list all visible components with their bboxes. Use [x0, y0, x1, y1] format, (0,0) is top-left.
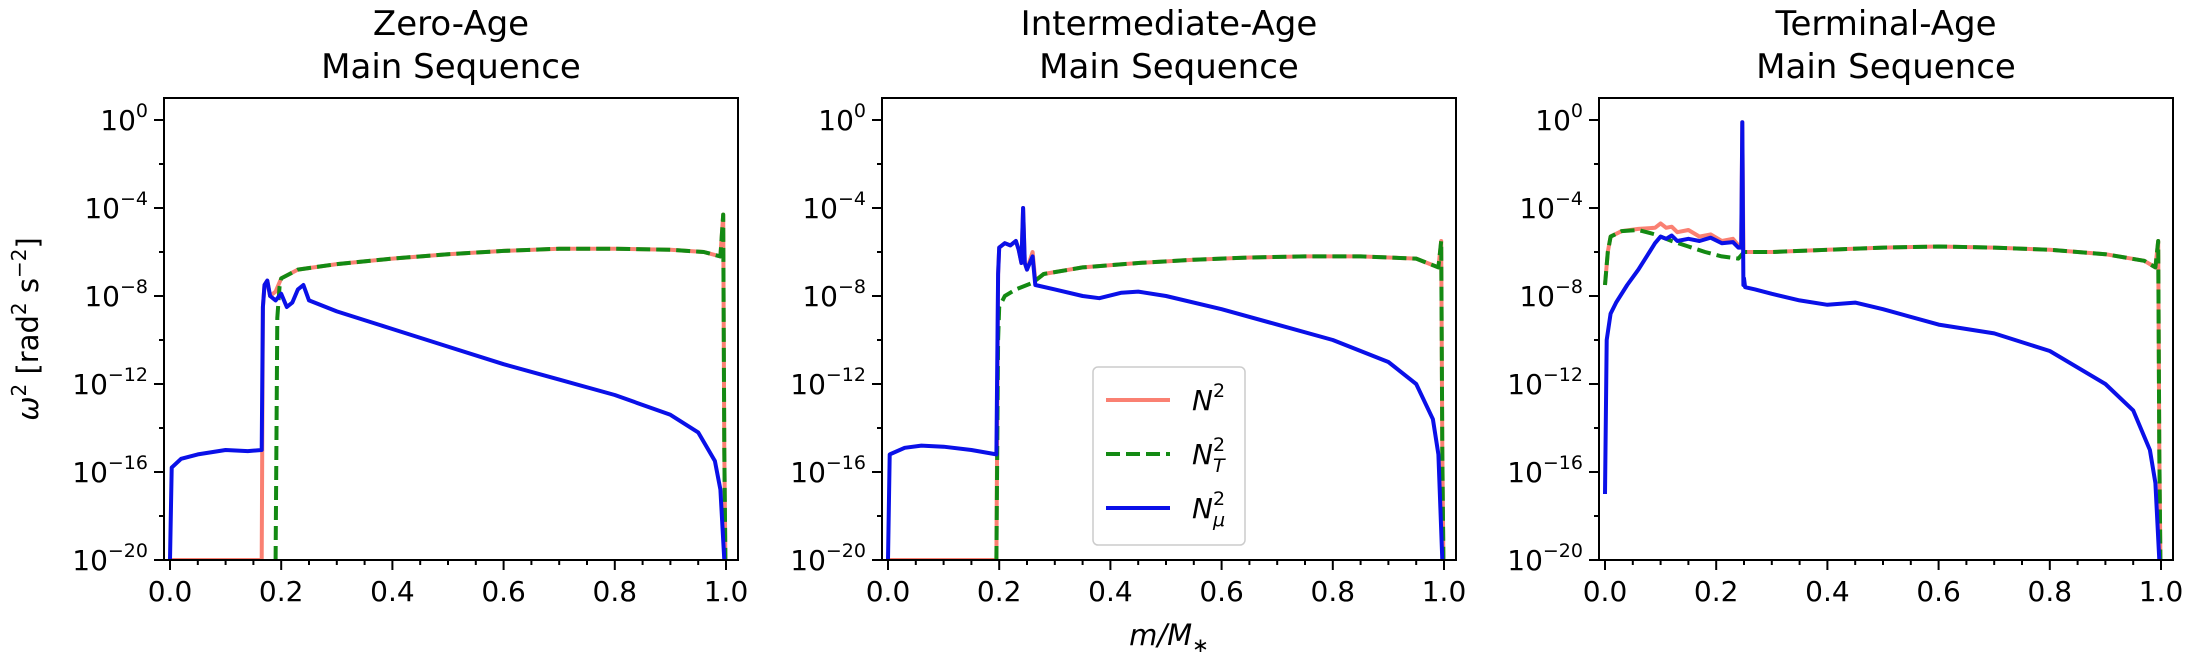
legend-label: N2 T	[1192, 434, 1226, 477]
panel-tams: Terminal-Age Main Sequence 0.0 0.2 0.4 0.6 0…	[1507, 4, 2183, 608]
x-tick-label: 0.4	[1805, 575, 1850, 608]
y-tick-label: 10−8	[802, 276, 866, 313]
panel-title-line1: Intermediate-Age	[1021, 4, 1318, 44]
x-tick-label: 0.2	[1694, 575, 1739, 608]
x-axis: 0.0 0.2 0.4 0.6 0.8 1.0	[148, 560, 749, 608]
x-tick-label: 0.8	[2028, 575, 2073, 608]
legend-item-nmu2: N2 μ	[1106, 488, 1225, 531]
y-tick-label: 10−4	[84, 188, 148, 225]
y-tick-label: 100	[818, 100, 866, 137]
y-tick-label: 10−12	[790, 364, 866, 401]
nt2-line	[994, 239, 1446, 560]
x-tick-label: 0.6	[481, 575, 526, 608]
y-tick-label: 10−4	[802, 188, 866, 225]
plot-area	[886, 206, 1446, 560]
nmu2-line	[886, 206, 1445, 560]
y-tick-label: 100	[1535, 100, 1583, 137]
y-tick-label: 10−4	[1519, 188, 1583, 225]
x-tick-label: 1.0	[1422, 575, 1467, 608]
panel-zams: Zero-Age Main Sequence 0.0 0.2 0.4 0.6 0.8 1.…	[72, 4, 748, 608]
x-tick-label: 0.6	[1916, 575, 1961, 608]
y-tick-label: 10−12	[1507, 364, 1583, 401]
x-tick-label: 0.8	[593, 575, 638, 608]
y-tick-label: 10−12	[72, 364, 148, 401]
n2-line	[170, 212, 728, 560]
legend-item-nt2: N2 T	[1106, 434, 1226, 477]
y-tick-label: 10−20	[72, 540, 148, 577]
series-layer	[886, 206, 1446, 560]
x-tick-label: 0.0	[148, 575, 193, 608]
y-tick-label: 10−8	[84, 276, 148, 313]
x-axis: 0.0 0.2 0.4 0.6 0.8 1.0	[866, 560, 1467, 608]
legend-item-n2: N2	[1106, 380, 1225, 417]
y-tick-label: 10−20	[1507, 540, 1583, 577]
panel-iams: Intermediate-Age Main Sequence 0.0 0.2 0.4…	[790, 4, 1466, 608]
x-tick-label: 0.0	[1583, 575, 1628, 608]
y-axis: 100 10−4 10−8 10−12 10−16 10−20	[1507, 100, 1599, 577]
axes-frame	[881, 97, 1457, 561]
x-tick-label: 0.8	[1311, 575, 1356, 608]
legend-label: N2	[1192, 380, 1225, 417]
y-tick-label: 10−20	[790, 540, 866, 577]
axes-frame	[163, 97, 739, 561]
axes-frame	[1598, 97, 2174, 561]
y-tick-label: 10−16	[1507, 452, 1583, 489]
panel-title-line1: Terminal-Age	[1775, 4, 1997, 44]
y-tick-label: 10−16	[72, 452, 148, 489]
x-tick-label: 0.4	[1088, 575, 1133, 608]
plot-area	[1603, 120, 2163, 560]
panel-title-line1: Zero-Age	[373, 4, 529, 44]
plot-area	[168, 212, 728, 560]
legend-label: N2 μ	[1192, 488, 1225, 531]
series-layer	[1603, 120, 2163, 560]
x-tick-label: 0.2	[259, 575, 304, 608]
x-tick-label: 0.2	[977, 575, 1022, 608]
series-layer	[168, 212, 728, 560]
y-tick-label: 10−16	[790, 452, 866, 489]
x-tick-label: 0.0	[866, 575, 911, 608]
panel-title-line2: Main Sequence	[1756, 47, 2016, 87]
legend: N2 N2 T N2 μ	[1092, 366, 1246, 546]
panel-title-line2: Main Sequence	[321, 47, 581, 87]
x-tick-label: 0.6	[1199, 575, 1244, 608]
x-tick-label: 1.0	[704, 575, 749, 608]
x-tick-label: 0.4	[370, 575, 415, 608]
n2-line	[1603, 120, 2163, 560]
nt2-line	[273, 212, 728, 560]
nt2-line	[1603, 228, 2163, 560]
panel-title-line2: Main Sequence	[1039, 47, 1299, 87]
y-tick-label: 100	[100, 100, 148, 137]
x-tick-label: 1.0	[2139, 575, 2184, 608]
nmu2-line	[1603, 120, 2162, 560]
y-axis: 100 10−4 10−8 10−12 10−16 10−20	[72, 100, 164, 577]
x-axis: 0.0 0.2 0.4 0.6 0.8 1.0	[1583, 560, 2184, 608]
shared-y-axis-label: ω2 [rad2 s−2]	[7, 237, 45, 421]
nmu2-line	[168, 278, 727, 560]
y-tick-label: 10−8	[1519, 276, 1583, 313]
shared-x-axis-label: m/M∗	[1129, 618, 1209, 657]
y-axis: 100 10−4 10−8 10−12 10−16 10−20	[790, 100, 882, 577]
